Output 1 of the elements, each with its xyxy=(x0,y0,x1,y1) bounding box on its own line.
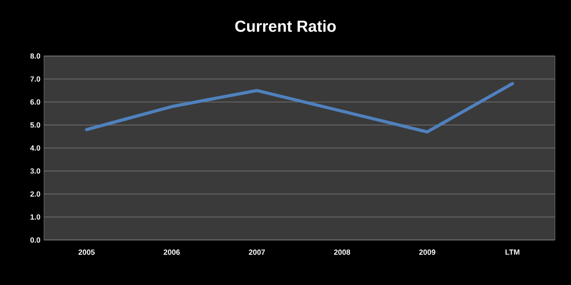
chart-title: Current Ratio xyxy=(235,20,336,32)
